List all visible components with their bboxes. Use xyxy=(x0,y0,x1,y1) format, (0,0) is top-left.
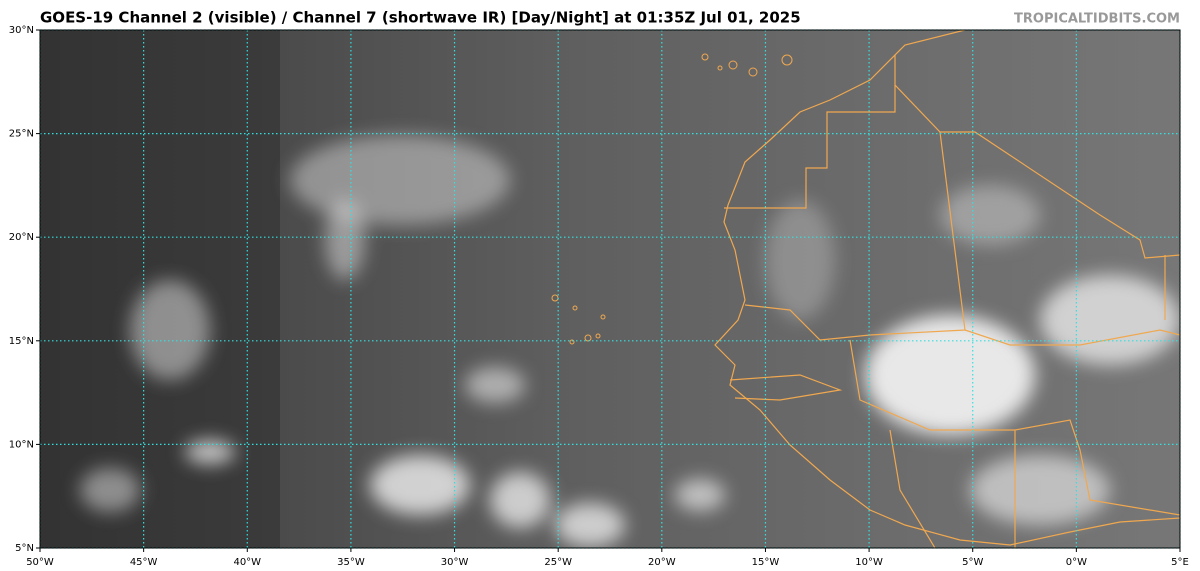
x-tick-label: 0°W xyxy=(1066,557,1087,568)
x-tick-label: 20°W xyxy=(648,557,676,568)
y-tick-label: 5°N xyxy=(15,543,34,554)
map-title: GOES-19 Channel 2 (visible) / Channel 7 … xyxy=(40,9,801,27)
y-tick-label: 25°N xyxy=(9,129,34,140)
x-tick-label: 5°E xyxy=(1171,557,1189,568)
x-tick-label: 45°W xyxy=(130,557,158,568)
x-tick-label: 5°W xyxy=(962,557,983,568)
map-frame xyxy=(39,29,1181,549)
y-tick-label: 15°N xyxy=(9,336,34,347)
x-tick-label: 25°W xyxy=(544,557,572,568)
y-tick-label: 30°N xyxy=(9,25,34,36)
x-tick-label: 30°W xyxy=(441,557,469,568)
y-tick-label: 10°N xyxy=(9,439,34,450)
x-tick-label: 40°W xyxy=(233,557,261,568)
satellite-image xyxy=(40,30,1180,548)
x-tick-label: 15°W xyxy=(752,557,780,568)
axis-ticks: 50°W 45°W 40°W 35°W 30°W 25°W 20°W 15°W 10°W 5°W 0… xyxy=(9,25,1189,568)
credit: TROPICALTIDBITS.COM xyxy=(1014,12,1180,27)
x-tick-label: 50°W xyxy=(26,557,54,568)
x-tick-label: 10°W xyxy=(855,557,883,568)
x-tick-label: 35°W xyxy=(337,557,365,568)
y-tick-label: 20°N xyxy=(9,232,34,243)
